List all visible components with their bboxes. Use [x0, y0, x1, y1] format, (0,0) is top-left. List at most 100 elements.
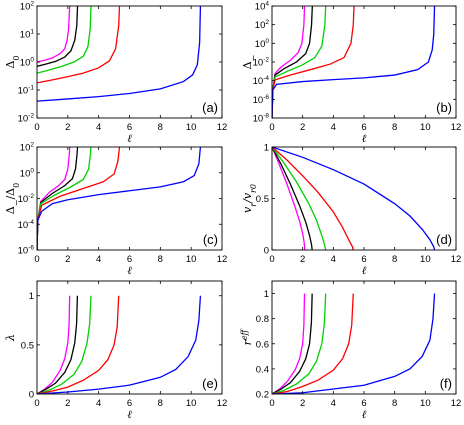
x-tick-label: 6: [361, 398, 366, 409]
x-tick-label: 10: [186, 398, 197, 409]
y-tick-label: 10-6: [18, 245, 35, 257]
x-tick-label: 6: [127, 122, 132, 133]
series-line-5: [37, 295, 202, 394]
x-tick-label: 6: [361, 122, 366, 133]
y-tick-label: 1: [264, 143, 269, 154]
series-line-4: [37, 146, 121, 250]
series-line-2: [272, 293, 313, 394]
series-line-3: [272, 5, 327, 118]
y-tick-label: 100: [20, 57, 35, 69]
series-line-5: [272, 5, 436, 118]
series-line-5: [37, 5, 202, 102]
x-tick-label: 10: [420, 398, 431, 409]
x-tick-label: 2: [65, 398, 70, 409]
series-line-1: [37, 295, 71, 394]
series-line-3: [272, 293, 327, 394]
x-tick-label: 10: [420, 254, 431, 265]
chart-panel-c: 0 2 4 6 8 10 12 10-6 10-4 10-2 100 102 ℓ Δ−/Δ0 (c): [4, 142, 227, 278]
x-axis-label: ℓ: [362, 132, 367, 145]
panel-label: (b): [436, 100, 452, 115]
series-line-2: [37, 5, 79, 67]
series-line-4: [272, 5, 355, 118]
x-tick-label: 0: [269, 122, 274, 133]
series-line-1: [272, 293, 306, 394]
y-tick-label: 104: [255, 1, 270, 13]
y-tick-label: 102: [20, 142, 35, 154]
x-tick-label: 8: [158, 398, 163, 409]
x-tick-label: 6: [361, 254, 366, 265]
y-tick-label: 100: [20, 167, 35, 179]
y-tick-label: 10-2: [18, 193, 35, 205]
x-tick-label: 4: [331, 254, 336, 265]
chart-panel-f: 0 2 4 6 8 10 12 0.2 0.4 0.6 0.8 1 ℓ reff (f): [240, 280, 462, 421]
x-tick-label: 8: [392, 254, 397, 265]
y-tick-label: 0.8: [256, 314, 269, 325]
x-tick-label: 0: [34, 398, 39, 409]
y-tick-label: 0: [264, 246, 269, 257]
y-axis-label: reff: [240, 328, 255, 345]
series-line-1: [272, 146, 306, 250]
y-tick-label: 10-4: [18, 219, 35, 231]
x-tick-label: 10: [186, 122, 197, 133]
series-line-2: [272, 146, 313, 250]
y-tick-label: 0.5: [21, 340, 34, 351]
x-tick-label: 8: [158, 122, 163, 133]
y-tick-label: 102: [20, 1, 35, 13]
x-tick-label: 0: [34, 254, 39, 265]
x-tick-label: 2: [65, 254, 70, 265]
x-tick-label: 6: [127, 398, 132, 409]
chart-panel-a: 0 2 4 6 8 10 12 10-2 10-1 100 101 102 ℓ Δ0 (a): [4, 1, 227, 146]
series-line-2: [37, 295, 79, 394]
plot-frame: [36, 5, 223, 119]
series-line-4: [37, 295, 120, 394]
y-tick-label: 10-1: [18, 85, 35, 97]
x-tick-label: 4: [96, 254, 101, 265]
y-axis-label: λ: [4, 334, 17, 342]
y-tick-label: 100: [255, 38, 270, 50]
x-tick-label: 12: [451, 398, 462, 409]
x-tick-label: 4: [96, 398, 101, 409]
x-tick-label: 12: [217, 254, 228, 265]
y-tick-label: 0.2: [256, 390, 269, 401]
y-tick-label: 0: [29, 390, 34, 401]
x-tick-label: 4: [331, 398, 336, 409]
x-axis-label: ℓ: [362, 264, 367, 277]
x-tick-label: 8: [392, 122, 397, 133]
series-line-1: [272, 5, 306, 118]
chart-panel-d: 0 2 4 6 8 10 12 0 0.5 1 ℓ vr/vr0 (d): [241, 143, 461, 278]
x-tick-label: 2: [300, 122, 305, 133]
series-line-4: [272, 293, 354, 394]
x-tick-label: 0: [34, 122, 39, 133]
series-line-5: [37, 146, 202, 250]
y-tick-label: 1: [29, 291, 34, 302]
x-tick-label: 12: [217, 122, 228, 133]
chart-panel-b: 0 2 4 6 8 10 12 10-8 10-6 10-4 10-2 100 102 104 ℓ Δ− (b): [241, 1, 461, 146]
panel-label: (e): [202, 376, 218, 391]
x-tick-label: 10: [420, 122, 431, 133]
x-tick-label: 12: [451, 254, 462, 265]
y-tick-label: 1: [264, 289, 269, 300]
x-tick-label: 2: [300, 398, 305, 409]
x-tick-label: 4: [331, 122, 336, 133]
x-tick-label: 12: [451, 122, 462, 133]
plot-frame: [36, 280, 223, 395]
series-line-4: [37, 5, 121, 84]
y-tick-label: 10-2: [253, 57, 270, 69]
x-tick-label: 10: [186, 254, 197, 265]
y-tick-label: 0.6: [256, 339, 269, 350]
series-line-3: [37, 5, 92, 74]
series-line-3: [272, 146, 327, 250]
x-axis-label: ℓ: [127, 408, 132, 421]
x-tick-label: 0: [269, 254, 274, 265]
series-line-5: [272, 293, 436, 394]
y-tick-label: 102: [255, 19, 270, 31]
y-tick-label: 10-6: [253, 94, 270, 106]
y-axis-label: Δ−/Δ0: [4, 183, 21, 214]
plot-frame: [271, 280, 457, 395]
x-tick-label: 8: [158, 254, 163, 265]
y-tick-label: 101: [20, 29, 35, 41]
series-line-1: [37, 5, 71, 63]
y-tick-label: 10-4: [253, 75, 270, 87]
x-tick-label: 2: [300, 254, 305, 265]
